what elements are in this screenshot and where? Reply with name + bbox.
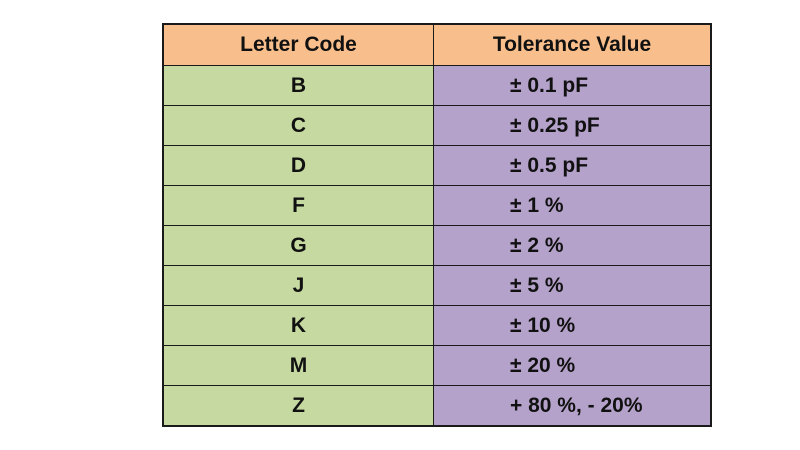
table-row: M ± 20 % (163, 345, 711, 386)
tolerance-value-cell: + 80 %, - 20% (433, 385, 711, 426)
table-row: F ± 1 % (163, 185, 711, 226)
tolerance-value-cell: ± 2 % (433, 225, 711, 266)
tolerance-value-cell: ± 0.5 pF (433, 145, 711, 186)
table-body: B ± 0.1 pF C ± 0.25 pF D ± 0.5 pF F ± 1 … (163, 65, 711, 426)
tolerance-value-cell: ± 0.25 pF (433, 105, 711, 146)
tolerance-value-cell: ± 1 % (433, 185, 711, 226)
table-header: Letter Code Tolerance Value (163, 24, 711, 66)
letter-code-cell: G (163, 225, 434, 266)
tolerance-value-cell: ± 20 % (433, 345, 711, 386)
header-tolerance-value: Tolerance Value (433, 24, 711, 66)
letter-code-cell: B (163, 65, 434, 106)
header-letter-code: Letter Code (163, 24, 434, 66)
table-row: G ± 2 % (163, 225, 711, 266)
letter-code-cell: F (163, 185, 434, 226)
table-row: K ± 10 % (163, 305, 711, 346)
table-row: D ± 0.5 pF (163, 145, 711, 186)
letter-code-cell: Z (163, 385, 434, 426)
header-row: Letter Code Tolerance Value (163, 24, 711, 66)
tolerance-value-cell: ± 5 % (433, 265, 711, 306)
letter-code-cell: C (163, 105, 434, 146)
letter-code-cell: J (163, 265, 434, 306)
letter-code-cell: K (163, 305, 434, 346)
tolerance-code-table: Letter Code Tolerance Value B ± 0.1 pF C… (162, 23, 712, 427)
letter-code-cell: D (163, 145, 434, 186)
table-row: C ± 0.25 pF (163, 105, 711, 146)
table-row: B ± 0.1 pF (163, 65, 711, 106)
table-row: Z + 80 %, - 20% (163, 385, 711, 426)
tolerance-value-cell: ± 10 % (433, 305, 711, 346)
table-row: J ± 5 % (163, 265, 711, 306)
tolerance-table-container: Letter Code Tolerance Value B ± 0.1 pF C… (162, 23, 712, 427)
tolerance-value-cell: ± 0.1 pF (433, 65, 711, 106)
letter-code-cell: M (163, 345, 434, 386)
